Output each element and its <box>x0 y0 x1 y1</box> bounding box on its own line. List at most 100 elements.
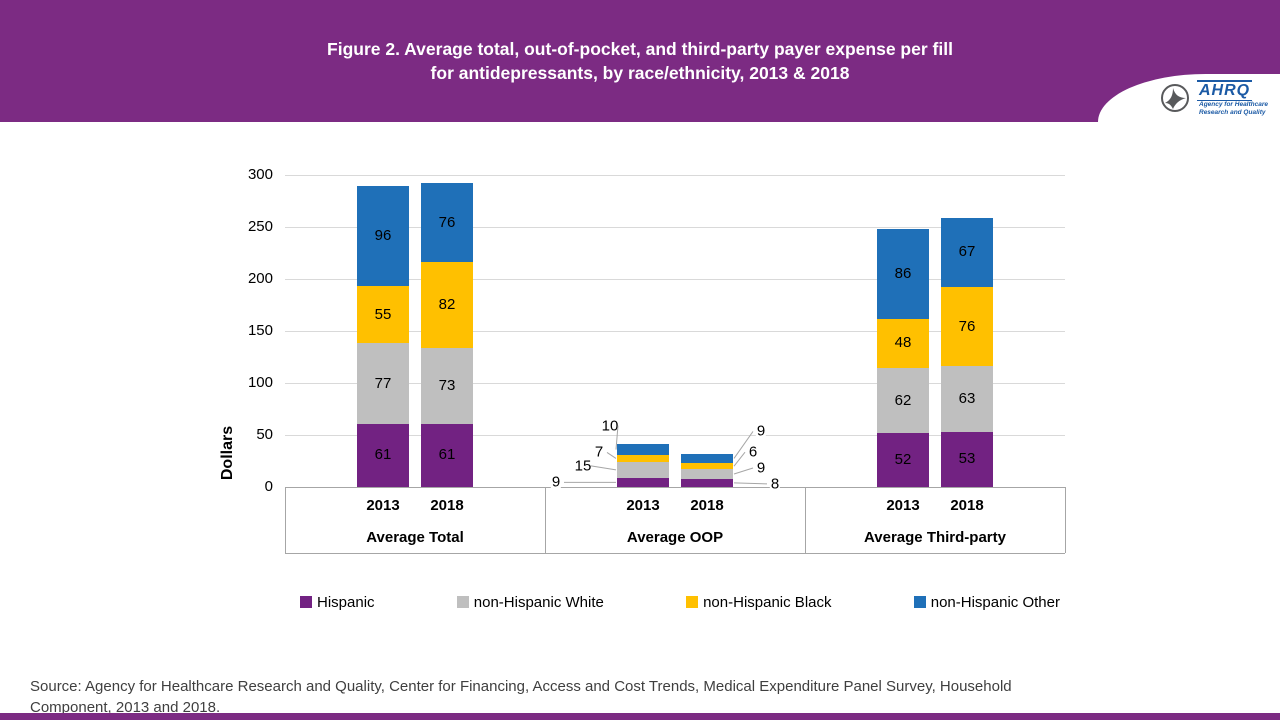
bar-value-label: 86 <box>894 264 912 282</box>
bar-segment-non-hispanic-white <box>421 347 473 424</box>
x-axis-year-label: 2018 <box>690 497 724 514</box>
x-axis-group-label: Average Third-party <box>864 529 1006 546</box>
bar-value-label: 76 <box>958 317 976 335</box>
bar-segment-hispanic <box>357 423 409 487</box>
source-note: Source: Agency for Healthcare Research a… <box>30 678 1012 716</box>
bar-segment-hispanic <box>681 478 733 487</box>
bar-segment-non-hispanic-other <box>877 229 929 319</box>
bar-segment-non-hispanic-black <box>877 318 929 369</box>
gridline <box>285 382 1065 384</box>
legend-label: non-Hispanic Other <box>930 593 1060 611</box>
gridline <box>285 278 1065 280</box>
legend-item-non-hispanic-black: non-Hispanic Black <box>686 593 832 611</box>
bar-segment-hispanic <box>941 431 993 487</box>
bar-segment-non-hispanic-black <box>617 454 669 463</box>
x-axis-group-label: Average Total <box>366 529 464 546</box>
x-axis-year-label: 2018 <box>430 497 464 514</box>
stacked-bar-chart: Dollars 0 50 100 150 200 250 300 61 77 55 96 2013 61… <box>0 122 1280 572</box>
legend-item-hispanic: Hispanic <box>300 594 375 611</box>
figure-title-line-2: for antidepressants, by race/ethnicity, … <box>430 63 850 83</box>
bar-segment-non-hispanic-white <box>681 469 733 479</box>
gridline <box>285 330 1065 332</box>
bar-segment-non-hispanic-white <box>877 368 929 433</box>
legend-label: non-Hispanic Black <box>703 593 832 611</box>
bar-value-label: 61 <box>438 446 456 464</box>
bar-segment-non-hispanic-white <box>357 343 409 424</box>
legend-item-non-hispanic-white: non-Hispanic White <box>456 593 604 611</box>
bar-value-label: 76 <box>438 213 456 231</box>
ahrq-tagline-line-2: Research and Quality <box>1199 108 1266 116</box>
y-axis-tick-label: 150 <box>247 322 273 339</box>
bar-segment-hispanic <box>421 423 473 487</box>
bar-value-label: 82 <box>438 296 456 313</box>
y-axis-tick-label: 0 <box>264 478 273 495</box>
x-axis-year-label: 2013 <box>886 497 920 514</box>
bar-value-label: 77 <box>374 374 392 392</box>
bar-segment-non-hispanic-white <box>941 366 993 432</box>
bar-value-label: 55 <box>374 305 392 323</box>
bar-value-callout: 9 <box>755 422 767 440</box>
y-axis-tick-label: 250 <box>247 218 273 235</box>
bar-value-label: 53 <box>958 450 976 468</box>
bar-value-callout: 10 <box>600 417 620 435</box>
axis-table-divider <box>545 487 546 553</box>
gridline <box>285 174 1065 176</box>
axis-table-bottom-line <box>285 553 1065 554</box>
bar-segment-non-hispanic-black <box>357 286 409 344</box>
x-axis-year-label: 2013 <box>626 497 660 514</box>
bar-segment-non-hispanic-white <box>617 462 669 478</box>
legend-swatch-icon <box>913 596 926 608</box>
gridline <box>285 226 1065 228</box>
gridline <box>285 434 1065 436</box>
bar-value-label: 61 <box>374 446 392 464</box>
bar-value-label: 48 <box>894 334 912 352</box>
ahrq-logo: AHRQ Agency for Healthcare Research and … <box>1098 74 1280 122</box>
axis-table-divider <box>805 487 806 553</box>
ahrq-acronym: AHRQ <box>1197 79 1253 101</box>
ahrq-logo-text: AHRQ Agency for Healthcare Research and … <box>1197 79 1268 117</box>
y-axis-tick-label: 200 <box>247 270 273 287</box>
bar-value-callout: 7 <box>593 443 605 461</box>
legend-swatch-icon <box>300 596 312 608</box>
bar-segment-hispanic <box>617 477 669 487</box>
bar-value-label: 67 <box>958 243 976 261</box>
y-axis-tick-label: 100 <box>247 374 273 391</box>
y-axis-tick-label: 300 <box>247 166 273 183</box>
bar-value-callout: 9 <box>550 473 562 491</box>
bar-segment-non-hispanic-other <box>681 453 733 464</box>
bar-segment-non-hispanic-other <box>617 444 669 455</box>
bar-segment-hispanic <box>877 432 929 487</box>
figure-header-banner: Figure 2. Average total, out-of-pocket, … <box>0 0 1280 122</box>
legend-item-non-hispanic-other: non-Hispanic Other <box>913 593 1060 611</box>
hhs-eagle-icon <box>1161 84 1189 112</box>
bar-value-label: 73 <box>438 376 456 394</box>
bar-value-callout: 15 <box>573 457 593 475</box>
bar-segment-non-hispanic-other <box>421 183 473 263</box>
x-axis-group-label: Average OOP <box>626 529 724 546</box>
axis-table-divider <box>1065 487 1066 553</box>
bar-value-label: 52 <box>894 450 912 468</box>
bar-value-callout: 8 <box>769 475 781 493</box>
axis-table-divider <box>285 487 286 553</box>
legend-label: non-Hispanic White <box>473 593 604 611</box>
figure-title-line-1: Figure 2. Average total, out-of-pocket, … <box>327 39 953 59</box>
y-axis-tick-label: 50 <box>256 426 273 443</box>
footer-accent-strip <box>0 713 1280 720</box>
bar-segment-non-hispanic-black <box>421 262 473 348</box>
bar-segment-non-hispanic-black <box>941 287 993 367</box>
ahrq-tagline-line-1: Agency for Healthcare <box>1199 100 1268 108</box>
chart-legend: Hispanic non-Hispanic White non-Hispanic B… <box>300 590 1060 614</box>
bar-value-label: 96 <box>374 227 392 245</box>
bar-value-callout: 6 <box>747 443 759 461</box>
bar-segment-non-hispanic-other <box>941 217 993 288</box>
bar-value-label: 62 <box>894 391 912 409</box>
legend-swatch-icon <box>686 596 699 608</box>
bar-value-callout: 9 <box>755 459 767 477</box>
x-axis-line <box>285 487 1065 488</box>
bar-value-label: 63 <box>958 390 976 408</box>
x-axis-year-label: 2013 <box>366 497 400 514</box>
x-axis-year-label: 2018 <box>950 497 984 514</box>
legend-swatch-icon <box>456 596 469 608</box>
bar-segment-non-hispanic-black <box>681 463 733 470</box>
